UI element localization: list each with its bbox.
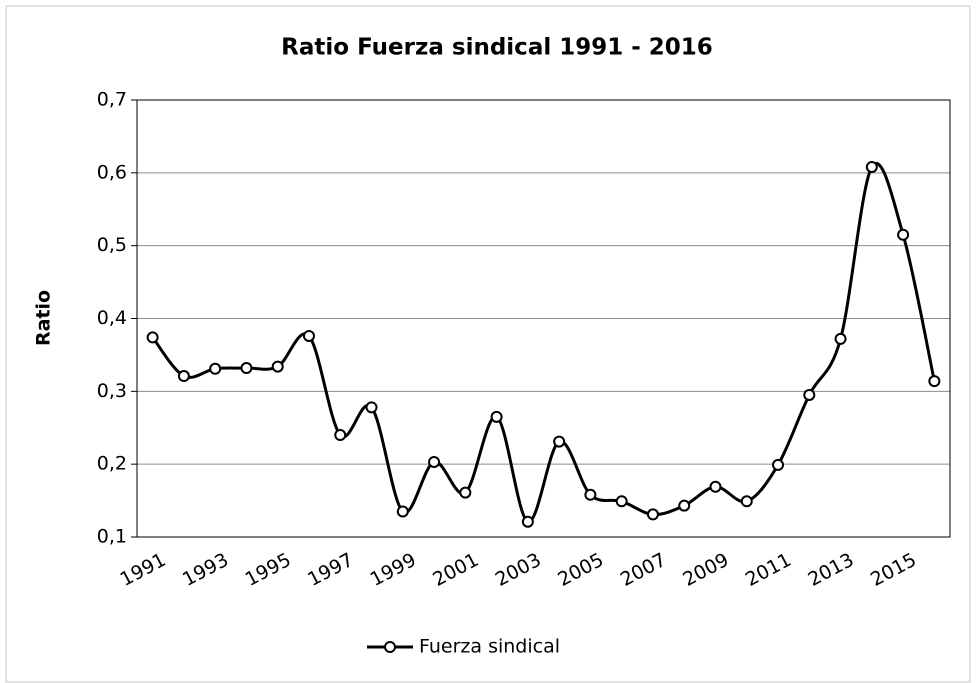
- chart-border: [5, 5, 971, 683]
- data-point: [584, 488, 597, 501]
- data-point: [146, 331, 159, 344]
- data-point: [772, 458, 785, 471]
- data-point: [428, 455, 441, 468]
- data-point: [271, 360, 284, 373]
- data-point: [928, 375, 941, 388]
- y-tick-label: 0,1: [97, 526, 127, 548]
- data-point: [302, 329, 315, 342]
- legend-marker: [384, 641, 396, 653]
- y-axis-title: Ratio: [33, 290, 55, 346]
- data-point: [897, 228, 910, 241]
- data-point: [521, 515, 534, 528]
- data-point: [740, 495, 753, 508]
- y-tick-label: 0,3: [97, 380, 127, 402]
- data-point: [365, 401, 378, 414]
- data-point: [396, 505, 409, 518]
- data-point: [834, 332, 847, 345]
- data-point: [334, 429, 347, 442]
- data-point: [490, 410, 503, 423]
- data-point: [615, 495, 628, 508]
- data-point: [646, 508, 659, 521]
- series-line: [151, 162, 936, 524]
- data-point: [177, 370, 190, 383]
- data-point: [553, 435, 566, 448]
- data-point: [803, 388, 816, 401]
- data-point: [240, 362, 253, 375]
- y-tick-label: 0,5: [97, 234, 127, 256]
- legend-label: Fuerza sindical: [419, 636, 560, 658]
- y-tick-label: 0,4: [97, 307, 127, 329]
- data-point: [209, 362, 222, 375]
- y-tick-label: 0,2: [97, 453, 127, 475]
- plot-area: [136, 99, 951, 538]
- chart-title: Ratio Fuerza sindical 1991 - 2016: [281, 35, 713, 61]
- data-point: [865, 161, 878, 174]
- y-tick-label: 0,6: [97, 161, 127, 183]
- data-point: [678, 499, 691, 512]
- data-point: [459, 486, 472, 499]
- y-tick-label: 0,7: [97, 89, 127, 111]
- data-point: [709, 480, 722, 493]
